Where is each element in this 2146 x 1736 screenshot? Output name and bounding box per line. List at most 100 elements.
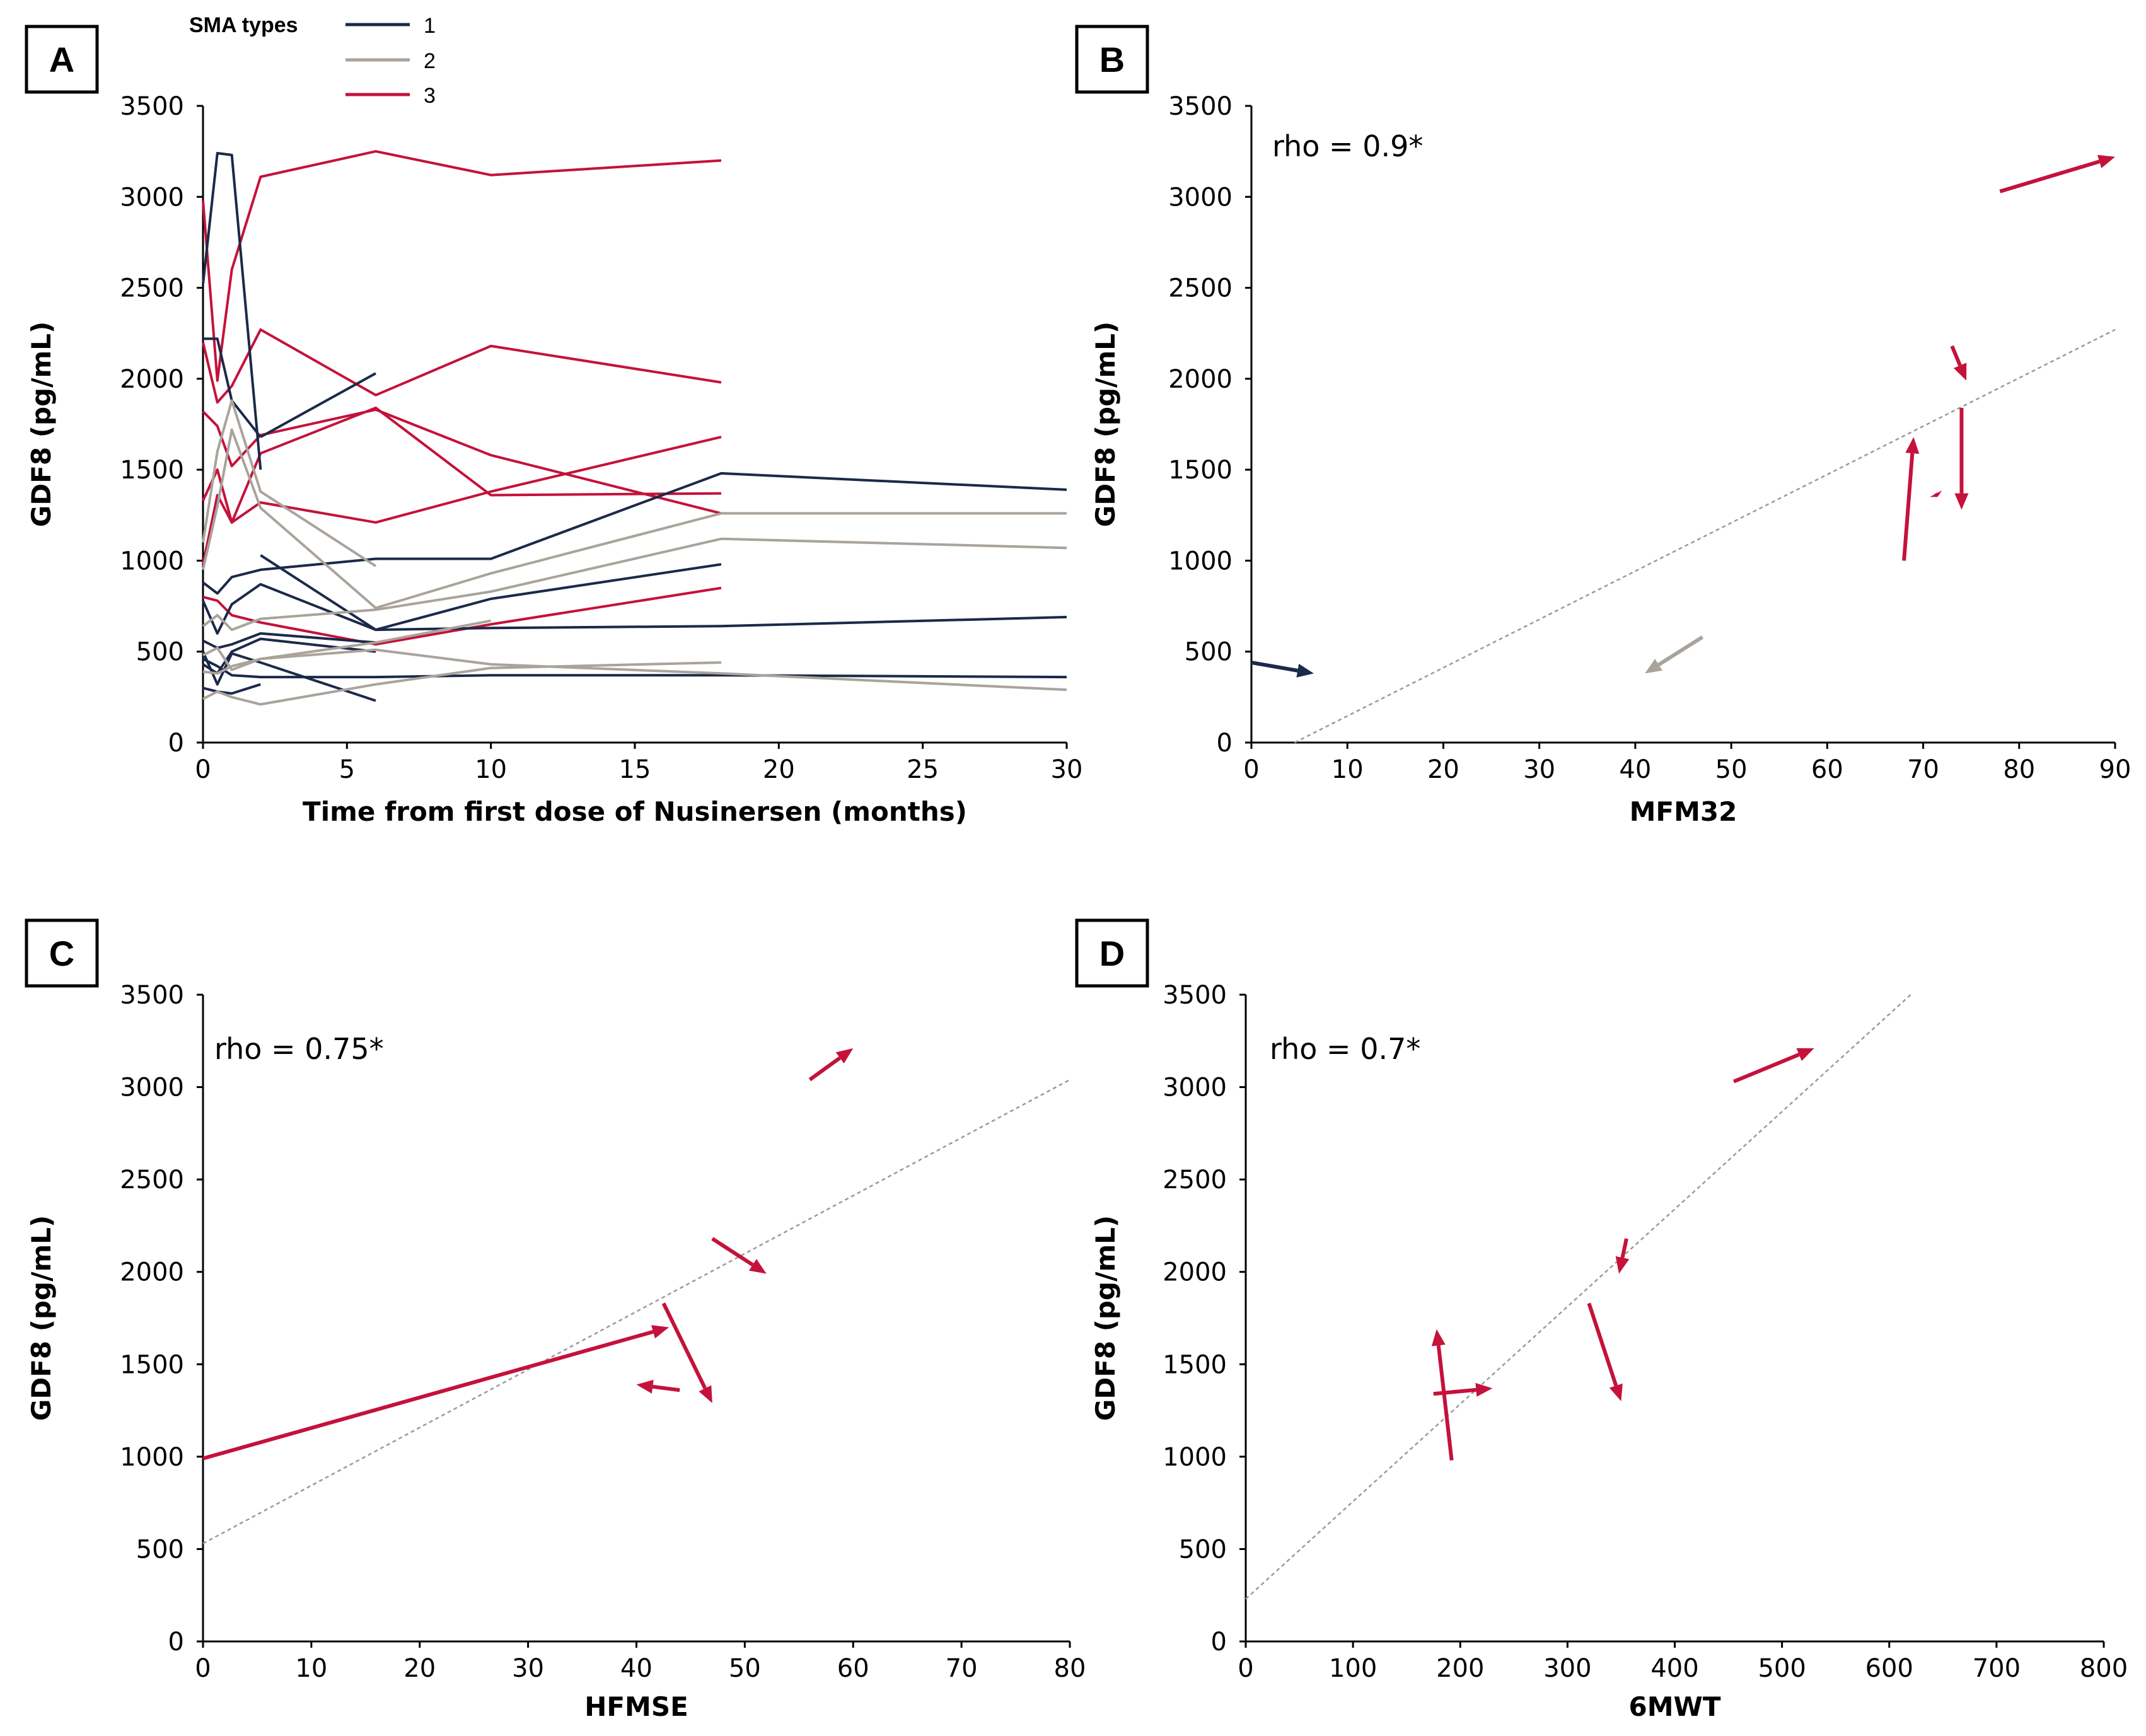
change-arrow-shaft (1620, 1238, 1628, 1258)
change-arrow-shaft (711, 1237, 754, 1267)
change-arrow-shaft (1999, 159, 2100, 194)
series-line-sma-type-2 (202, 428, 1067, 610)
change-arrow-head (1615, 1256, 1630, 1274)
legend-label-1: 1 (424, 14, 436, 38)
series-line-sma-type-2 (202, 661, 722, 706)
panel-label: C (49, 934, 74, 973)
series-line-sma-type-1 (202, 683, 261, 695)
change-arrow-head (2097, 154, 2115, 168)
y-tick-label: 2500 (1163, 1166, 1227, 1195)
x-tick-label: 300 (1543, 1654, 1591, 1683)
series-line-sma-type-1 (202, 563, 722, 635)
trend-line (1294, 328, 2116, 744)
rho-annotation: rho = 0.9* (1272, 129, 1423, 163)
y-tick-label: 1000 (1163, 1443, 1227, 1472)
change-arrow-head (636, 1379, 654, 1394)
change-arrow-shaft (1732, 1053, 1800, 1084)
series-line-sma-type-1 (202, 657, 1067, 679)
panel-b: B 0 10 20 30 40 50 60 70 80 90 0 500 1000 1500 2000 2500… (1075, 25, 2132, 827)
y-tick-label: 1000 (120, 547, 184, 576)
x-tick-label: 10 (1331, 755, 1364, 784)
y-tick-label: 2000 (1168, 365, 1232, 394)
rho-annotation: rho = 0.75* (214, 1032, 384, 1066)
x-tick-label: 20 (403, 1654, 436, 1683)
y-axis-title: GDF8 (pg/mL) (26, 1215, 57, 1421)
change-arrow-head (1475, 1382, 1493, 1397)
change-arrow-head (1609, 1383, 1623, 1401)
x-tick-label: 0 (195, 1654, 211, 1683)
y-tick-label: 0 (1217, 729, 1232, 758)
y-tick-label: 3000 (1168, 183, 1232, 212)
change-arrow-shaft (1657, 635, 1704, 666)
x-tick-label: 50 (1715, 755, 1748, 784)
y-tick-label: 2000 (1163, 1258, 1227, 1287)
y-tick-label: 500 (136, 1535, 184, 1564)
change-arrow-shaft (1433, 1387, 1476, 1396)
x-tick-label: 20 (763, 755, 795, 784)
change-arrow-head (699, 1385, 712, 1403)
x-tick-label: 60 (1811, 755, 1843, 784)
y-tick-label: 2000 (120, 1258, 184, 1287)
x-tick-label: 30 (1051, 755, 1083, 784)
series-line-sma-type-1 (202, 472, 1067, 595)
y-axis-title: GDF8 (pg/mL) (26, 321, 57, 527)
change-arrow-shaft (1902, 453, 1915, 561)
change-arrow-head (1905, 437, 1920, 454)
y-tick-label: 3000 (120, 183, 184, 212)
y-tick-label: 500 (1179, 1535, 1227, 1564)
legend-label-2: 2 (424, 49, 436, 73)
series-line-sma-type-2 (202, 648, 1067, 692)
x-tick-label: 700 (1973, 1654, 2021, 1683)
panel-label: D (1099, 934, 1125, 973)
change-arrow-shaft (652, 1384, 680, 1392)
legend: SMA types 1 2 3 (189, 13, 436, 108)
change-arrow-shaft (808, 1056, 841, 1082)
x-tick-label: 70 (1907, 755, 1939, 784)
y-tick-label: 0 (1211, 1628, 1227, 1657)
series-line-sma-type-3 (202, 407, 722, 524)
trend-line (202, 1079, 1070, 1544)
x-tick-label: 10 (295, 1654, 327, 1683)
panel-label-box (1075, 918, 1149, 988)
x-tick-label: 30 (512, 1654, 544, 1683)
x-tick-label: 0 (1238, 1654, 1253, 1683)
x-tick-label: 90 (2099, 755, 2132, 784)
x-tick-label: 15 (619, 755, 651, 784)
y-axis-title: GDF8 (pg/mL) (1090, 1215, 1121, 1421)
panel-d: D 0 100 200 300 400 500 600 700 800 0 500 1000 1500 20… (1075, 918, 2128, 1722)
legend-label-3: 3 (424, 84, 436, 108)
series-line-sma-type-2 (202, 619, 492, 671)
y-tick-label: 1500 (120, 456, 184, 485)
x-tick-label: 5 (339, 755, 355, 784)
x-tick-label: 60 (837, 1654, 869, 1683)
series-line-sma-type-2 (202, 537, 1067, 632)
x-tick-label: 500 (1758, 1654, 1806, 1683)
y-tick-label: 3500 (120, 92, 184, 121)
y-tick-label: 500 (1185, 638, 1232, 667)
x-tick-label: 40 (620, 1654, 652, 1683)
x-axis-title: 6MWT (1629, 1691, 1721, 1722)
change-arrow-head (1953, 362, 1967, 381)
x-tick-label: 600 (1865, 1654, 1913, 1683)
x-tick-label: 80 (2003, 755, 2035, 784)
panel-label-box (1075, 25, 1149, 94)
chart-panels: A0 5 10 15 20 25 30050010001500200025003000350… (25, 25, 2132, 1722)
x-tick-label: 20 (1427, 755, 1459, 784)
y-tick-label: 1500 (1168, 456, 1232, 485)
panel-label: A (49, 40, 74, 79)
y-tick-label: 3500 (1163, 981, 1227, 1010)
y-axis-title: GDF8 (pg/mL) (1090, 321, 1121, 527)
y-tick-label: 0 (168, 1628, 184, 1657)
change-arrow-shaft (1950, 345, 1962, 366)
x-tick-label: 80 (1054, 1654, 1086, 1683)
y-tick-label: 2500 (120, 1166, 184, 1195)
x-axis-title: Time from first dose of Nusinersen (mont… (303, 796, 967, 827)
series-line-sma-type-1 (260, 554, 1067, 632)
x-tick-label: 100 (1329, 1654, 1377, 1683)
series-line-sma-type-1 (260, 372, 376, 438)
x-tick-label: 50 (729, 1654, 761, 1683)
y-tick-label: 1000 (120, 1443, 184, 1472)
y-tick-label: 2000 (120, 365, 184, 394)
x-tick-label: 30 (1523, 755, 1555, 784)
